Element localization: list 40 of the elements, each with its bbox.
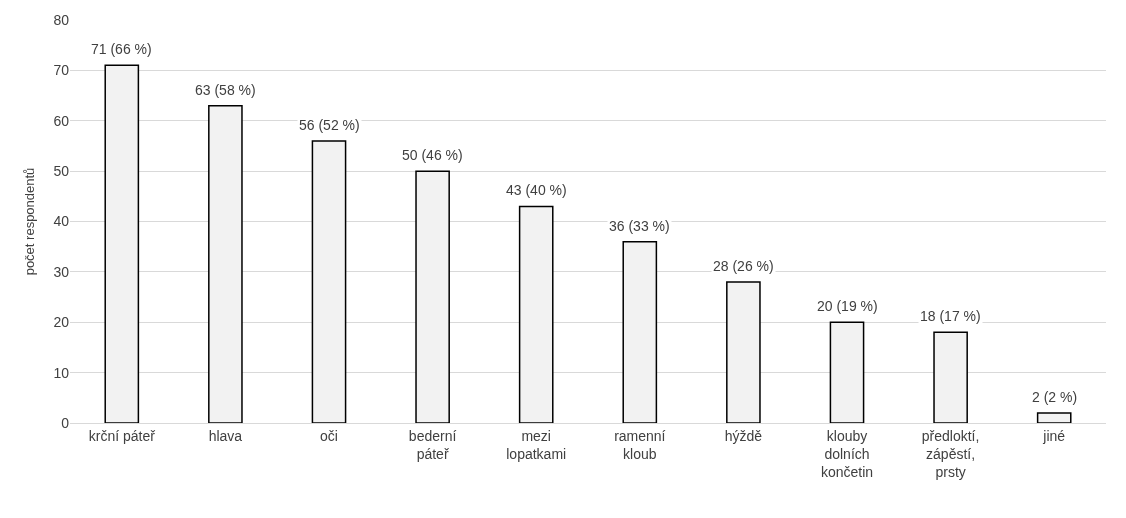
data-label: 50 (46 %)	[402, 147, 463, 163]
y-tick-label: 60	[53, 112, 70, 129]
bar	[311, 140, 347, 423]
x-tick-label: mezi lopatkami	[506, 427, 567, 462]
bar	[415, 170, 450, 423]
y-tick-label: 80	[53, 11, 70, 28]
data-label: 43 (40 %)	[506, 182, 567, 198]
x-tick-label: jiné	[1042, 427, 1066, 444]
bar	[104, 64, 140, 423]
x-tick-label: bederní páteř	[408, 427, 457, 462]
y-tick-label: 10	[53, 364, 70, 381]
bar	[518, 205, 554, 423]
y-axis-title: počet respondentů	[22, 167, 38, 276]
y-tick-label: 40	[53, 213, 70, 230]
y-tick-label: 0	[61, 414, 70, 431]
data-label: 36 (33 %)	[609, 218, 670, 234]
data-label: 2 (2 %)	[1032, 389, 1078, 405]
bar	[829, 321, 865, 423]
y-tick-label: 50	[53, 163, 70, 180]
x-tick-label: předloktí, zápěstí, prsty	[921, 427, 980, 481]
x-tick-label: hlava	[208, 427, 243, 444]
y-tick-label: 20	[53, 314, 70, 331]
data-label: 28 (26 %)	[713, 258, 774, 274]
data-label: 71 (66 %)	[91, 41, 152, 57]
data-label: 56 (52 %)	[299, 117, 360, 133]
bar	[1036, 412, 1072, 423]
x-tick-label: krční páteř	[88, 427, 156, 444]
x-tick-label: hýždě	[724, 427, 763, 444]
bar	[933, 331, 968, 423]
x-tick-label: ramenní kloub	[614, 427, 666, 462]
data-label: 18 (17 %)	[920, 308, 981, 324]
y-tick-label: 70	[53, 62, 70, 79]
x-tick-label: oči	[320, 427, 338, 444]
y-tick-label: 30	[53, 263, 70, 280]
data-label: 20 (19 %)	[817, 298, 878, 314]
bar	[622, 240, 658, 423]
bar	[726, 281, 761, 423]
bar	[208, 104, 243, 423]
x-tick-label: klouby dolních končetin	[820, 427, 874, 481]
data-label: 63 (58 %)	[195, 82, 256, 98]
